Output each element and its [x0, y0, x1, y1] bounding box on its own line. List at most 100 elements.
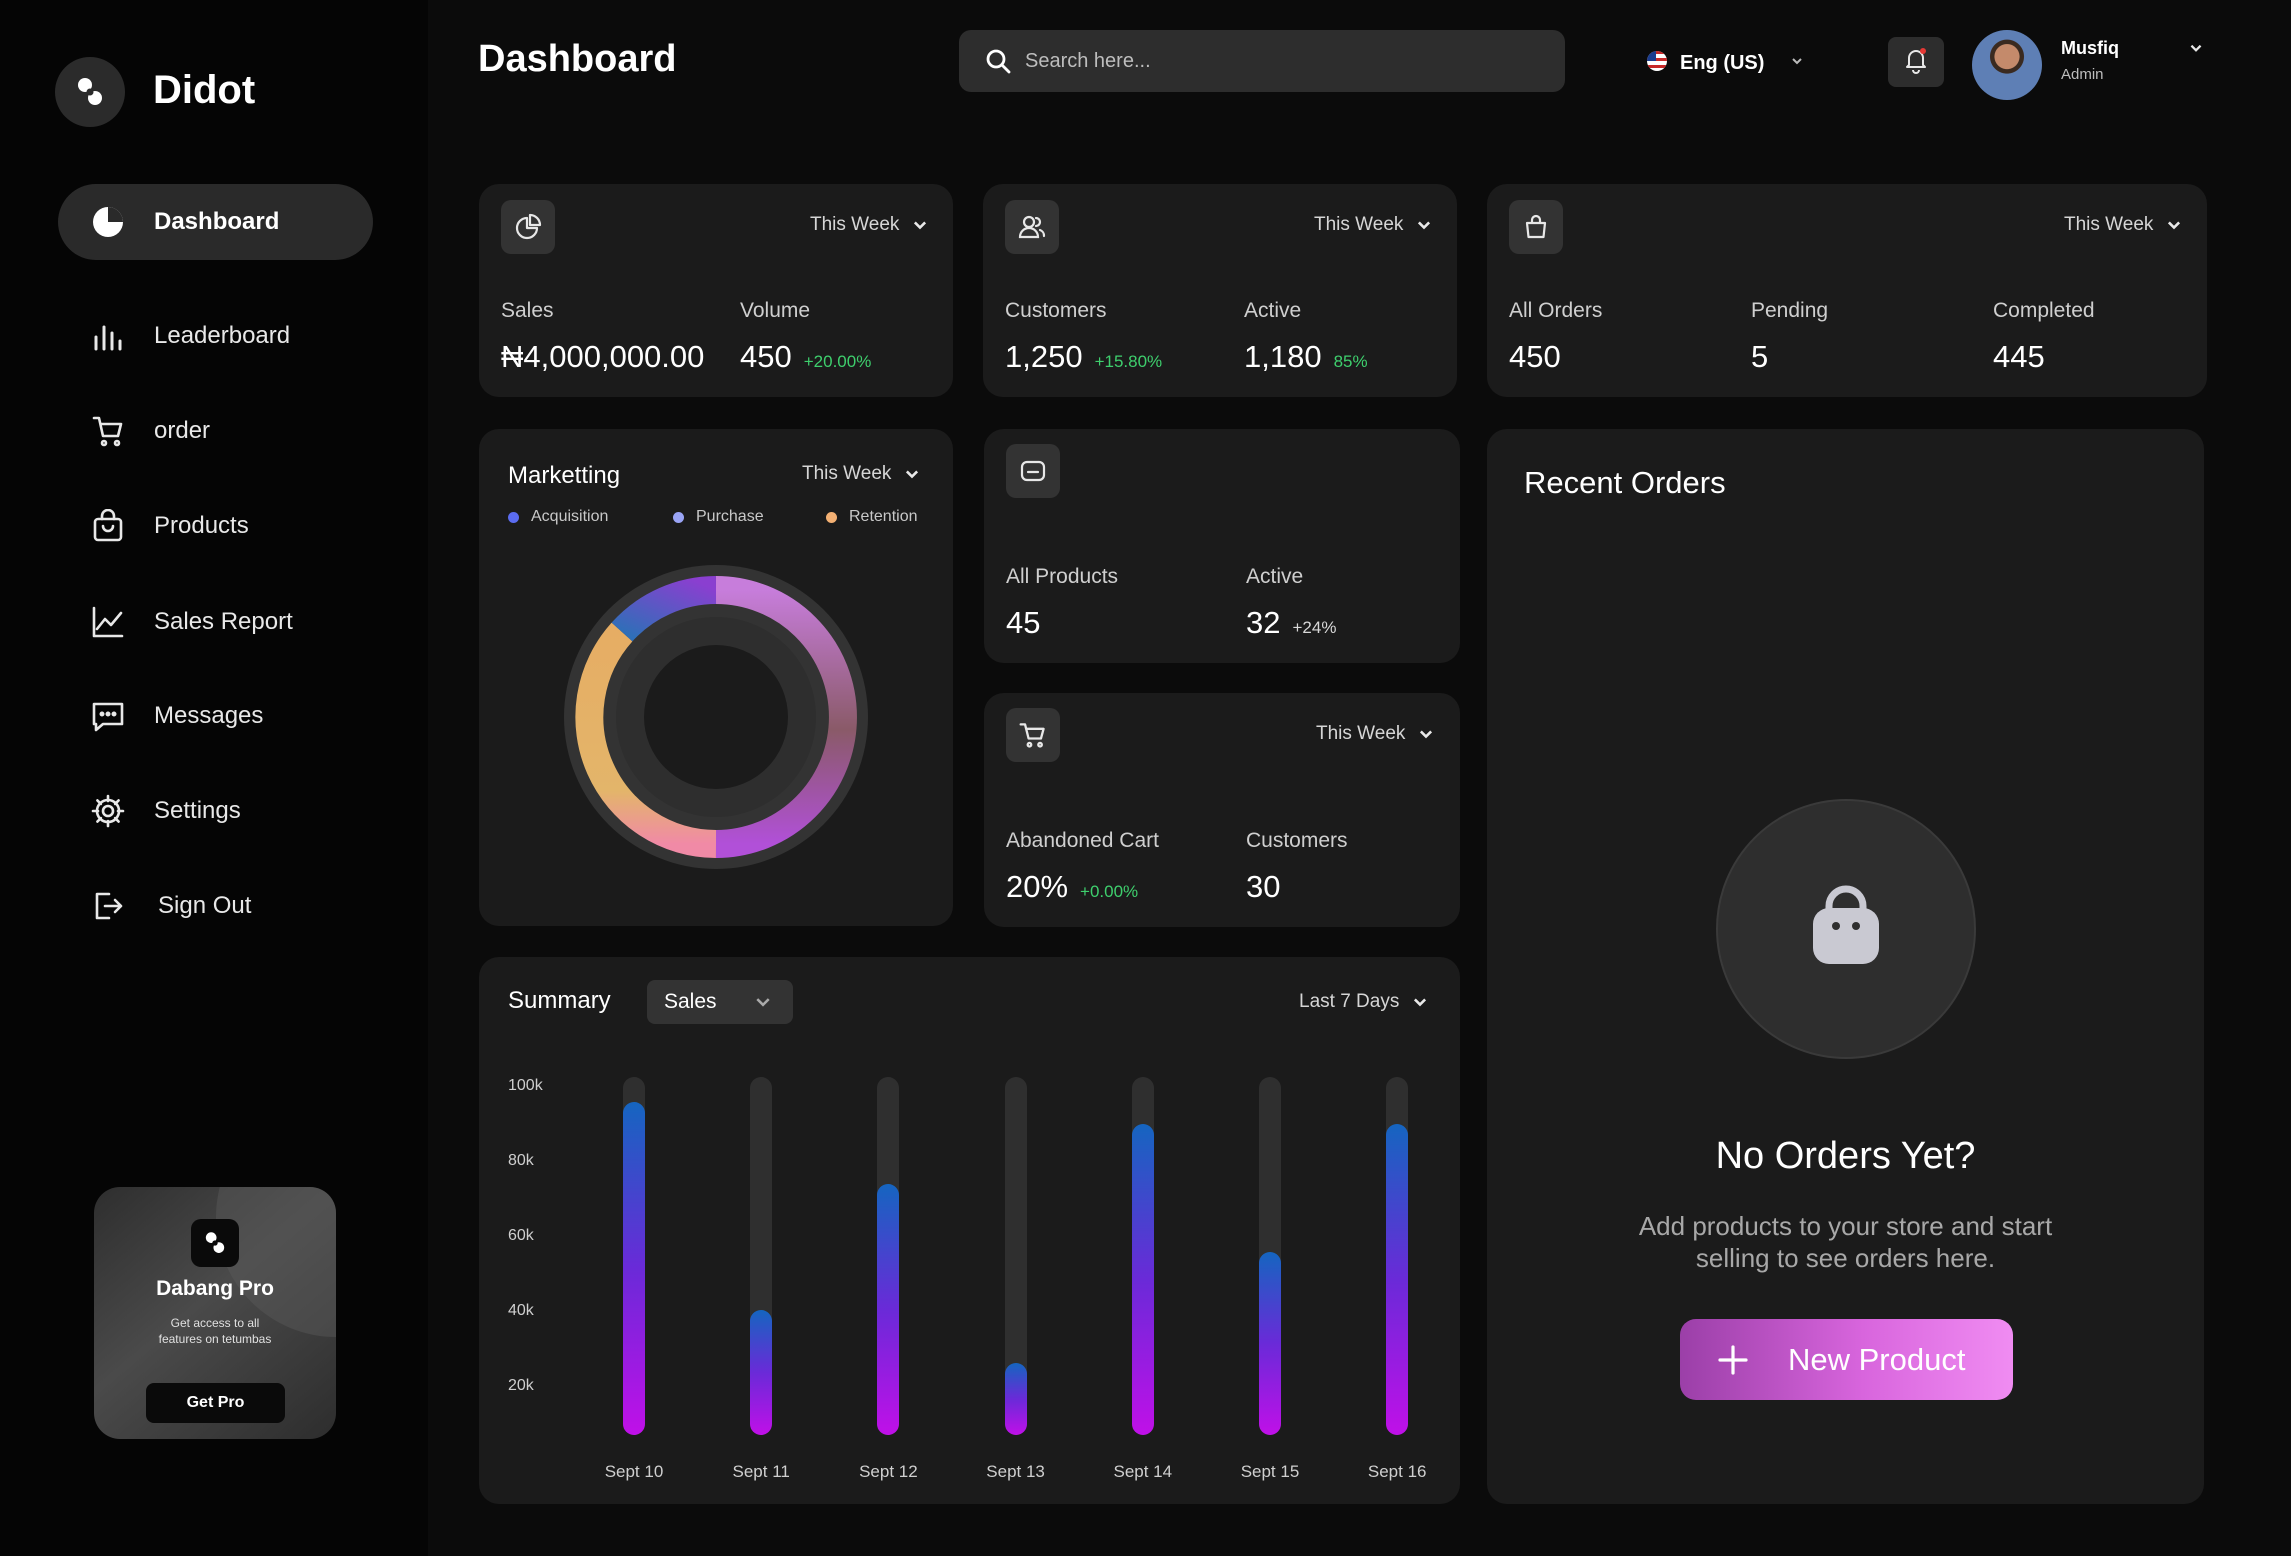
customers-label: Customers: [1005, 299, 1107, 322]
donut-segment-retention: [715, 576, 857, 858]
bar[interactable]: [1386, 1123, 1409, 1435]
recent-orders-title: Recent Orders: [1524, 465, 1726, 500]
donut-segment-acquisition: [575, 622, 717, 858]
chevron-down-icon: [755, 998, 770, 1007]
active-value: 1,180 85%: [1244, 339, 1368, 374]
legend-acquisition: Acquisition: [508, 508, 608, 526]
chevron-down-icon: [2168, 221, 2181, 230]
chevron-down-icon: [906, 470, 919, 479]
y-tick-label: 20k: [508, 1377, 534, 1394]
sidebar-item-label: Leaderboard: [154, 322, 291, 349]
marketing-title: Marketting: [508, 462, 621, 489]
range-dropdown[interactable]: Last 7 Days: [1299, 991, 1429, 1013]
plus-icon: [1716, 1343, 1750, 1377]
all-products-value: 45: [1006, 605, 1041, 640]
folder-icon: [1006, 444, 1060, 498]
customers-change: +15.80%: [1094, 352, 1163, 371]
empty-state-illustration: [1716, 799, 1976, 1059]
active-change: 85%: [1333, 352, 1368, 371]
marketing-card: Marketting This Week Acquisition Purchas…: [479, 429, 953, 926]
empty-state-text-1: Add products to your store and start: [1638, 1211, 2053, 1241]
abandoned-cart-value: 20% +0.00%: [1006, 869, 1139, 904]
customers-value: 1,250 +15.80%: [1005, 339, 1163, 374]
bar[interactable]: [1004, 1363, 1027, 1435]
bag-icon: [1801, 882, 1891, 977]
active-products-change: +24%: [1292, 618, 1337, 637]
search-icon: [985, 48, 1011, 74]
abandoned-cart-change: +0.00%: [1080, 882, 1139, 901]
y-tick-label: 40k: [508, 1302, 534, 1319]
cart-card: This Week Abandoned Cart 20% +0.00% Custo…: [984, 693, 1460, 927]
promo-text-1: Get access to all: [170, 1316, 260, 1330]
empty-state-text-2: selling to see orders here.: [1695, 1243, 1996, 1273]
flag-icon: [1646, 50, 1668, 77]
sidebar-item-label: Messages: [154, 702, 264, 729]
gear-icon: [86, 789, 130, 833]
orders-card: This Week All Orders 450 Pending 5 Compl…: [1487, 184, 2207, 397]
sign-out-icon: [86, 884, 130, 928]
pending-label: Pending: [1751, 299, 1829, 322]
x-tick-label: Sept 11: [732, 1462, 790, 1481]
legend-retention: Retention: [826, 508, 918, 526]
empty-state-title: No Orders Yet?: [1715, 1135, 1976, 1177]
line-chart-icon: [86, 600, 130, 644]
sidebar-item-settings[interactable]: Settings: [58, 773, 373, 849]
sidebar-item-sign-out[interactable]: Sign Out: [58, 868, 373, 944]
sidebar-item-label: Sales Report: [154, 608, 293, 635]
sidebar-item-products[interactable]: Products: [58, 488, 373, 564]
search-input[interactable]: Search here...: [1025, 49, 1151, 72]
bar[interactable]: [750, 1309, 773, 1435]
sidebar-item-label: Dashboard: [154, 208, 280, 235]
y-tick-label: 80k: [508, 1152, 534, 1169]
period-dropdown[interactable]: This Week: [802, 463, 921, 485]
y-tick-label: 60k: [508, 1227, 534, 1244]
completed-label: Completed: [1993, 299, 2095, 322]
notification-button[interactable]: [1888, 37, 1944, 87]
period-dropdown[interactable]: This Week: [810, 214, 929, 236]
sidebar-item-dashboard[interactable]: Dashboard: [58, 184, 373, 260]
search-bar[interactable]: Search here...: [959, 30, 1565, 92]
sidebar-item-order[interactable]: order: [58, 393, 373, 469]
bar[interactable]: [1259, 1252, 1281, 1435]
bar[interactable]: [1131, 1123, 1154, 1435]
bag-icon: [1509, 200, 1563, 254]
all-orders-label: All Orders: [1509, 299, 1603, 322]
chevron-down-icon: [1418, 221, 1431, 230]
completed-value: 445: [1993, 339, 2045, 374]
chevron-down-icon: [1790, 54, 1804, 73]
message-icon: [86, 694, 130, 738]
bar[interactable]: [623, 1102, 645, 1435]
cart-icon: [1006, 708, 1060, 762]
abandoned-cart-label: Abandoned Cart: [1006, 829, 1159, 852]
chevron-down-icon: [1420, 730, 1433, 739]
language-selector[interactable]: Eng (US): [1646, 50, 1804, 77]
user-name: Musfiq: [2061, 38, 2119, 58]
x-tick-label: Sept 10: [604, 1462, 664, 1481]
summary-title: Summary: [508, 987, 611, 1014]
products-card: All Products 45 Active 32 +24%: [984, 429, 1460, 663]
donut-chart: [564, 565, 868, 869]
x-tick-label: Sept 16: [1367, 1462, 1427, 1481]
get-pro-button[interactable]: Get Pro: [146, 1383, 285, 1423]
period-dropdown[interactable]: This Week: [1316, 723, 1435, 745]
chevron-down-icon: [1414, 998, 1427, 1007]
sales-value: ₦4,000,000.00: [501, 339, 705, 374]
period-dropdown[interactable]: This Week: [2064, 214, 2183, 236]
bar[interactable]: [877, 1184, 900, 1435]
sales-label: Sales: [501, 299, 554, 322]
active-products-value: 32 +24%: [1246, 605, 1337, 640]
metric-select[interactable]: Sales: [647, 980, 793, 1024]
avatar[interactable]: [1972, 30, 2042, 100]
promo-text-2: features on tetumbas: [158, 1332, 272, 1346]
cart-customers-label: Customers: [1246, 829, 1348, 852]
period-dropdown[interactable]: This Week: [1314, 214, 1433, 236]
bell-icon: [1902, 46, 1930, 79]
bar-track: [1004, 1077, 1027, 1435]
sidebar-item-sales-report[interactable]: Sales Report: [58, 584, 373, 660]
sidebar-item-leaderboard[interactable]: Leaderboard: [58, 298, 373, 374]
user-menu-chevron-icon[interactable]: [2188, 40, 2204, 61]
sidebar-item-messages[interactable]: Messages: [58, 678, 373, 754]
new-product-button[interactable]: New Product: [1680, 1319, 2013, 1400]
users-icon: [1005, 200, 1059, 254]
legend-purchase: Purchase: [673, 508, 764, 526]
